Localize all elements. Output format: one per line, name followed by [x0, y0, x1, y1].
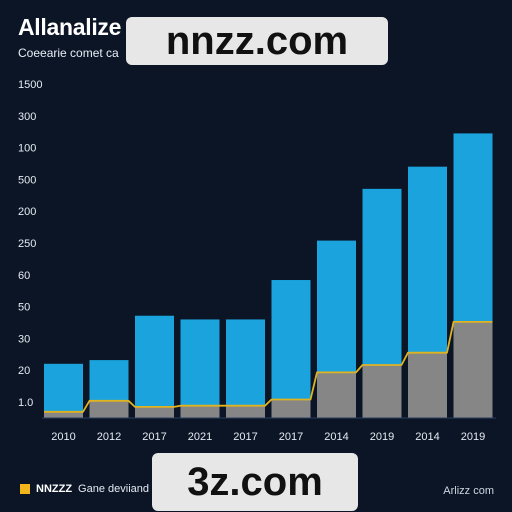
- y-tick-label: 100: [18, 143, 36, 155]
- bar-base-6: [317, 372, 356, 418]
- legend: NNZZZ Gane deviiand: [20, 483, 149, 495]
- x-tick-label: 2010: [51, 431, 75, 443]
- bar-base-7: [362, 365, 402, 418]
- y-tick-label: 500: [18, 174, 36, 186]
- bar-5: [271, 280, 311, 418]
- bar-0: [44, 363, 83, 418]
- x-tick-label: 2014: [324, 431, 348, 443]
- y-tick-label: 20: [18, 365, 30, 377]
- y-tick-label: 300: [18, 111, 36, 123]
- y-axis: 1.0 20 30 50 60 250 200 500 100 300 1500: [18, 79, 42, 409]
- chart-subtitle: Coeearie comet ca: [18, 46, 119, 60]
- y-tick-label: 200: [18, 206, 36, 218]
- watermark-bottom: 3z.com: [152, 453, 358, 511]
- series-line: [44, 321, 493, 413]
- base-layer: [44, 321, 493, 418]
- bar-3: [180, 319, 220, 418]
- bar-base-9: [453, 321, 493, 418]
- bar-base-4: [226, 405, 265, 418]
- bar-base-0: [44, 411, 83, 418]
- x-tick-label: 2014: [415, 431, 439, 443]
- x-tick-label: 2021: [188, 431, 212, 443]
- bar-base-3: [180, 405, 220, 418]
- bar-base-2: [135, 406, 174, 418]
- y-tick-label: 1500: [18, 79, 42, 91]
- y-tick-label: 60: [18, 270, 30, 282]
- x-tick-label: 2012: [97, 431, 121, 443]
- y-tick-label: 50: [18, 302, 30, 314]
- x-tick-label: 2019: [461, 431, 485, 443]
- legend-swatch: [20, 484, 30, 494]
- x-tick-label: 2017: [279, 431, 303, 443]
- y-tick-label: 30: [18, 333, 30, 345]
- x-tick-label: 2017: [142, 431, 166, 443]
- bar-2: [135, 315, 174, 418]
- chart-title: Allanalize j: [18, 14, 134, 40]
- bar-4: [226, 319, 265, 418]
- watermark-top: nnzz.com: [126, 17, 388, 65]
- bar-base-1: [89, 400, 129, 418]
- x-tick-label: 2019: [370, 431, 394, 443]
- x-axis: 2010 2012 2017 2021 2017 2017 2014 2019 2014 2019: [51, 431, 485, 443]
- bar-base-8: [408, 352, 447, 418]
- legend-text: Gane deviiand: [78, 483, 149, 495]
- credit-text: Arlizz com: [443, 485, 494, 497]
- y-tick-label: 1.0: [18, 397, 33, 409]
- x-tick-label: 2017: [233, 431, 257, 443]
- legend-brand: NNZZZ: [36, 483, 73, 495]
- y-tick-label: 250: [18, 238, 36, 250]
- bar-base-5: [271, 399, 311, 418]
